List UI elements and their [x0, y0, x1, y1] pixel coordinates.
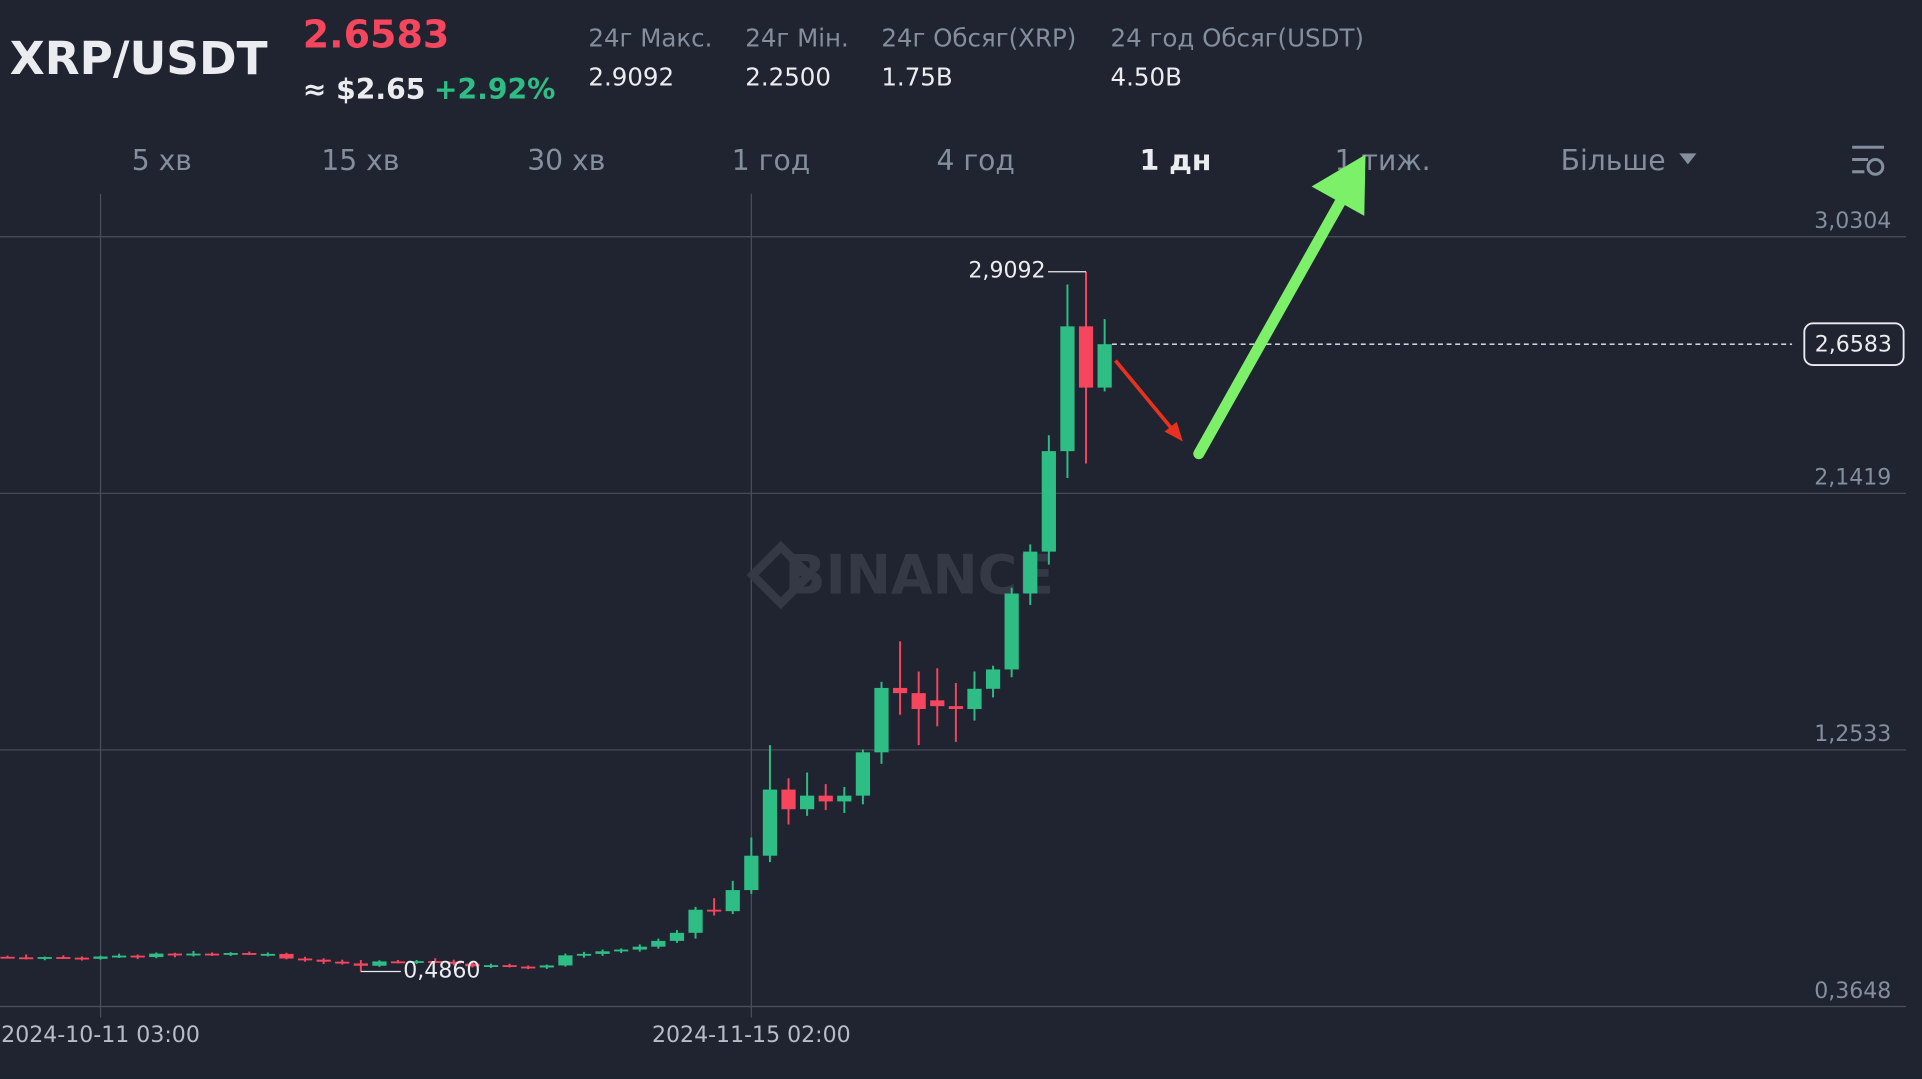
y-tick-label: 1,2533 — [1814, 722, 1891, 747]
usd-price: ≈ $2.65 — [303, 73, 426, 106]
candle-body — [762, 789, 778, 856]
stat-value: 2.9092 — [588, 63, 674, 92]
candle-body — [372, 961, 387, 966]
stat-label: 24г Макс. — [588, 23, 712, 52]
candle-body — [874, 687, 889, 753]
candle-body — [74, 957, 90, 960]
candle-body — [521, 966, 536, 969]
candle-body — [911, 693, 926, 710]
candle-body — [744, 855, 759, 891]
candle-body — [204, 953, 220, 956]
candle-body — [242, 953, 257, 955]
candle-body — [446, 961, 461, 964]
candle-body — [1023, 551, 1038, 594]
candle-body — [167, 953, 183, 956]
last-price-label: 2,6583 — [1815, 332, 1892, 357]
candle-body — [576, 953, 592, 956]
candle-body — [669, 932, 685, 941]
candle-body — [186, 953, 201, 956]
stat-label: 24 год Обсяг(USDT) — [1111, 23, 1364, 52]
pair-title: XRP/USDT — [10, 32, 268, 85]
candle-body — [985, 669, 1001, 689]
annotation-arrows — [1114, 154, 1366, 460]
candle-body — [260, 953, 275, 956]
tabs: 5 хв 15 хв 30 хв 1 год 4 год 1 дн 1 тиж. Більше — [132, 144, 1697, 177]
timeframe-tab[interactable]: 1 дн — [1140, 144, 1212, 177]
dropdown-arrow — [1679, 153, 1697, 165]
candle-body — [707, 909, 722, 912]
timeframe-tab[interactable]: 1 год — [732, 144, 810, 177]
candle-body — [1004, 593, 1019, 670]
candle-body — [1041, 451, 1056, 552]
candle-body — [409, 961, 424, 963]
candle-body — [1060, 326, 1075, 452]
candle-body — [297, 958, 313, 961]
candle-body — [614, 949, 629, 952]
y-tick-label: 3,0304 — [1814, 209, 1891, 234]
candle-body — [465, 963, 480, 967]
last-price: 2.6583 — [303, 12, 450, 56]
candle-body — [948, 706, 963, 710]
change: +2.92% — [434, 73, 555, 106]
candle-body — [483, 965, 499, 968]
settings-icon[interactable] — [1852, 145, 1885, 176]
last-price-box — [1803, 322, 1905, 366]
x-tick-label: 2024-10-11 03:00 — [1, 1023, 200, 1048]
candle-body — [56, 957, 71, 959]
candle-body — [502, 965, 517, 968]
y-tick-label: 2,1419 — [1814, 466, 1891, 491]
candle-body — [390, 961, 406, 964]
stat-value: 2.2500 — [745, 63, 831, 92]
candle-body — [725, 890, 740, 912]
timeframe-tab[interactable]: 5 хв — [132, 144, 192, 177]
candle-body — [781, 789, 796, 810]
candle-body — [149, 953, 164, 958]
plot: BINANCE 3,03042,14191,25330,36482024-10-… — [0, 193, 1907, 1048]
stat-label: 24г Обсяг(XRP) — [881, 23, 1076, 52]
candle-body — [595, 951, 610, 954]
candle-body — [558, 955, 573, 966]
candle-body — [223, 953, 238, 955]
candle-body — [111, 955, 127, 958]
stat-value: 1.75B — [881, 63, 952, 92]
timeframe-tab[interactable]: 30 хв — [527, 144, 605, 177]
x-tick-label: 2024-11-15 02:00 — [652, 1023, 851, 1048]
candle-body — [688, 909, 703, 933]
candle-body — [855, 752, 871, 796]
stat-value: 4.50B — [1111, 63, 1182, 92]
candle-body — [93, 956, 108, 959]
low-marker-label: 0,4860 — [403, 959, 480, 984]
candle-body — [837, 795, 852, 802]
timeframe-tab[interactable]: Більше — [1561, 144, 1666, 177]
y-tick-label: 0,3648 — [1814, 979, 1891, 1004]
candle-body — [0, 956, 15, 959]
candle-body — [37, 957, 52, 959]
high-marker-label: 2,9092 — [968, 259, 1045, 284]
candle-body — [539, 965, 554, 968]
candle-body — [651, 940, 666, 947]
candle-body — [930, 700, 945, 707]
stat-label: 24г Мін. — [745, 23, 849, 52]
candle-body — [130, 955, 145, 958]
candle-body — [279, 953, 294, 959]
timeframe-tab[interactable]: 15 хв — [321, 144, 399, 177]
candle-body — [632, 946, 647, 950]
candle-body — [353, 963, 368, 966]
stats: 24г Макс. 2.9092 24г Мін. 2.2500 24г Обсяг(X… — [588, 23, 1364, 91]
candle-body — [316, 959, 331, 962]
grid — [0, 193, 1907, 1018]
candle-body — [967, 688, 982, 710]
candle-body — [428, 961, 443, 963]
timeframe-tab[interactable]: 4 год — [936, 144, 1014, 177]
candle-body — [1078, 326, 1094, 388]
watermark-logo — [746, 540, 816, 610]
candle-body — [892, 687, 908, 694]
candle-body — [818, 795, 833, 802]
candle-body — [800, 795, 815, 810]
candle-body — [335, 961, 350, 964]
candle-body — [19, 957, 34, 960]
candle-body — [1097, 344, 1112, 388]
